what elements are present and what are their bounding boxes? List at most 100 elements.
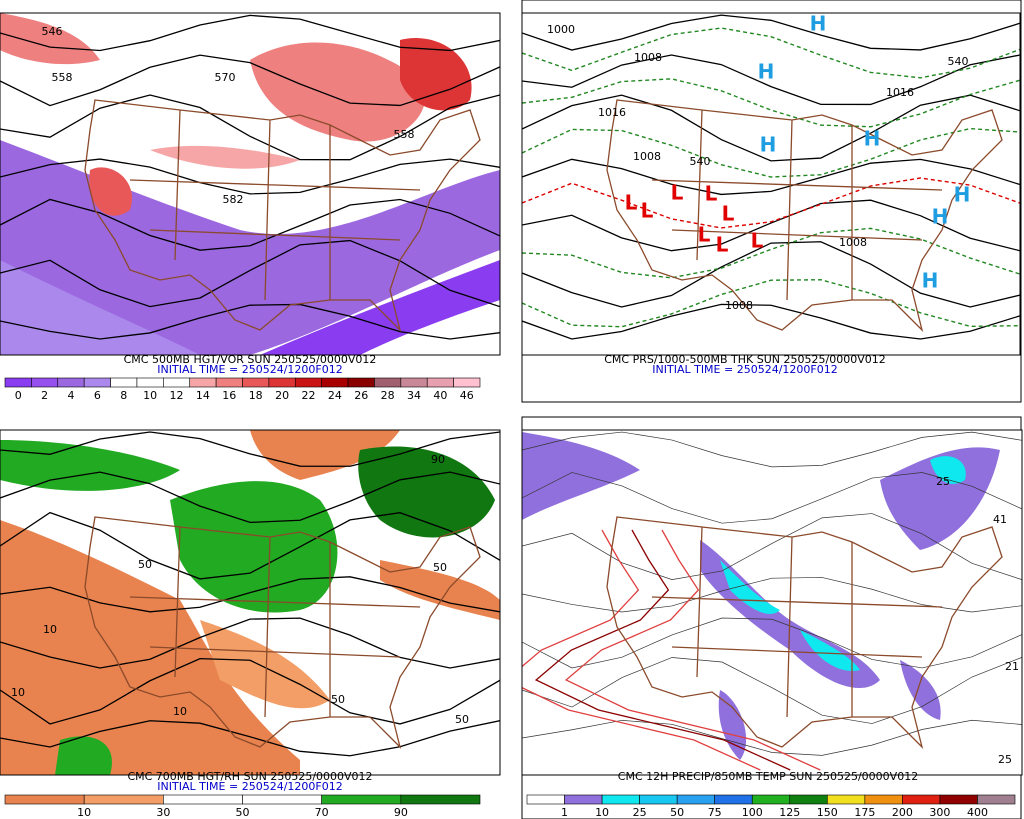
colorbar-box <box>347 377 375 388</box>
map-frame <box>0 429 501 776</box>
shaded-area <box>900 660 941 720</box>
colorbar-label: 28 <box>381 389 395 402</box>
colorbar-label: 6 <box>94 389 101 402</box>
map-label: 540 <box>948 55 969 68</box>
colorbar-box <box>163 377 191 388</box>
colorbar-label: 400 <box>967 806 988 819</box>
contour <box>522 472 1022 524</box>
colorbar-label: 4 <box>67 389 74 402</box>
contour <box>0 94 500 161</box>
shaded-area <box>380 560 500 620</box>
colorbar-box <box>163 794 243 805</box>
contour <box>0 54 500 107</box>
colorbar-box <box>321 794 402 805</box>
contour <box>0 511 500 580</box>
borders <box>606 99 1003 333</box>
initial-time: INITIAL TIME = 250524/1200F012 <box>652 363 837 376</box>
colorbar-label: 26 <box>354 389 368 402</box>
map-label: L <box>625 191 638 215</box>
contour <box>0 617 500 669</box>
contour <box>522 431 1022 468</box>
map-panel: 25 41 21 25 CMC 12H PRECIP/850MB TEMP SUN 25… <box>521 429 1023 819</box>
shaded-area <box>522 432 640 520</box>
map-frame <box>521 429 1023 776</box>
map-label: 50 <box>455 713 469 726</box>
contour <box>522 617 1022 669</box>
colorbar-box <box>676 794 715 805</box>
colorbar-label: 0 <box>15 389 22 402</box>
contour <box>0 158 500 195</box>
contour <box>0 657 500 725</box>
map-label: 90 <box>431 453 445 466</box>
temperature-line <box>522 529 761 771</box>
shaded-area <box>250 42 426 142</box>
map-label: 1016 <box>598 106 626 119</box>
colorbar-box <box>4 377 32 388</box>
colorbar-label: 70 <box>315 806 329 819</box>
contour <box>522 14 1020 51</box>
colorbar-label: 40 <box>433 389 447 402</box>
map-label: L <box>671 181 684 205</box>
map-label: H <box>954 183 971 207</box>
panel-title: CMC 500MB HGT/VOR SUN 250525/0000V012 <box>124 353 377 366</box>
map-frame <box>0 12 501 356</box>
map-label: 10 <box>11 686 25 699</box>
colorbar-label: 300 <box>929 806 950 819</box>
contour <box>522 199 1020 252</box>
map <box>0 13 500 355</box>
colorbar-box <box>242 794 322 805</box>
map-label: 582 <box>223 193 244 206</box>
colorbar-box <box>83 794 164 805</box>
map-label: 558 <box>394 128 415 141</box>
colorbar-box <box>374 377 402 388</box>
thickness-line <box>522 227 1020 279</box>
colorbar-box <box>242 377 270 388</box>
colorbar-box <box>453 377 481 388</box>
contour <box>522 54 1020 106</box>
contour <box>0 720 500 757</box>
colorbar-box <box>526 794 565 805</box>
temperature-line <box>534 529 791 771</box>
map-label: 41 <box>993 513 1007 526</box>
colorbar-box <box>268 377 296 388</box>
map-label: H <box>810 12 827 36</box>
colorbar-label: 18 <box>249 389 263 402</box>
colorbar-box <box>31 377 59 388</box>
colorbar-box <box>751 794 791 805</box>
colorbar-box <box>57 377 85 388</box>
colorbar-box <box>110 377 138 388</box>
map-label: 540 <box>690 155 711 168</box>
colorbar-box <box>83 377 111 388</box>
colorbar-box <box>400 377 428 388</box>
shaded-area <box>880 447 1000 550</box>
map-label: 1008 <box>633 150 661 163</box>
map-label: 50 <box>138 558 152 571</box>
map-label: 570 <box>215 71 236 84</box>
map-label: 1008 <box>634 51 662 64</box>
colorbar-box <box>939 794 978 805</box>
map-panel: 10 10 10 50 50 50 50 90 CMC 700MB HGT/RH SUN 250… <box>0 429 501 819</box>
map-label: L <box>698 223 711 247</box>
contour <box>0 239 500 308</box>
panel-title: CMC PRS/1000-500MB THK SUN 250525/0000V0… <box>604 353 885 366</box>
contour <box>0 198 500 251</box>
colorbar-box <box>136 377 164 388</box>
colorbar-label: 100 <box>742 806 763 819</box>
thickness-line <box>522 127 1020 178</box>
colorbar-label: 46 <box>460 389 474 402</box>
contour <box>0 431 500 467</box>
map <box>522 13 1020 355</box>
initial-time: INITIAL TIME = 250524/1200F012 <box>157 780 342 793</box>
borders <box>84 99 481 333</box>
map-label: 558 <box>52 71 73 84</box>
map-label: 50 <box>331 693 345 706</box>
colorbar-label: 24 <box>328 389 342 402</box>
shaded-area <box>250 430 400 480</box>
colorbar-label: 30 <box>156 806 170 819</box>
contour <box>0 471 500 524</box>
map-panel: 546 558 570 582 558 CMC 500MB HGT/VOR SUN 250… <box>0 12 501 402</box>
map-label: 25 <box>936 475 950 488</box>
colorbar-label: 8 <box>120 389 127 402</box>
colorbar-label: 50 <box>670 806 684 819</box>
shaded-area <box>200 620 330 709</box>
